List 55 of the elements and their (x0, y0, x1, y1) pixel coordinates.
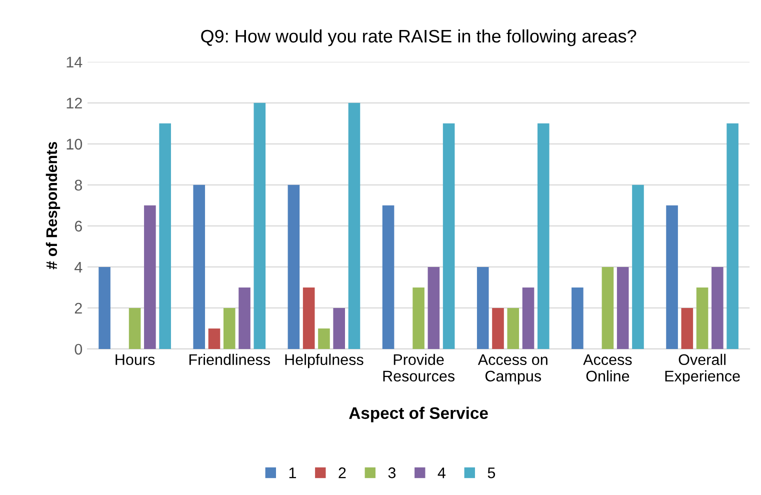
bar (632, 184, 644, 349)
bar (712, 266, 724, 349)
bar (288, 184, 300, 349)
bar (238, 287, 250, 349)
bar (492, 308, 504, 349)
bar (144, 205, 156, 349)
y-tick-label: 2 (74, 302, 82, 314)
y-tick-label: 10 (66, 138, 82, 150)
bar (602, 266, 614, 349)
bar (223, 308, 236, 349)
bar (128, 308, 141, 349)
y-tick-label: 6 (74, 220, 82, 232)
legend-label: 4 (438, 468, 446, 478)
bar (412, 287, 424, 349)
legend-label: 2 (338, 467, 346, 478)
bar (666, 205, 678, 349)
y-tick-label: 0 (74, 344, 82, 355)
x-tick-label: Access on Campus (478, 354, 548, 385)
legend-label: 3 (388, 467, 396, 478)
x-axis-title: Aspect of Service (349, 406, 488, 422)
y-tick-label: 12 (66, 98, 82, 108)
bar (428, 266, 440, 349)
bar (208, 328, 220, 349)
bar (98, 266, 110, 349)
y-tick-label: 14 (66, 56, 82, 68)
bar (159, 123, 171, 349)
x-tick-label: Helpfulness (285, 354, 364, 368)
bar (572, 287, 584, 349)
bar (616, 266, 629, 349)
legend-label: 1 (289, 468, 296, 478)
bar (726, 123, 738, 349)
bar (507, 308, 520, 349)
bar (476, 266, 489, 349)
bar (696, 287, 708, 349)
x-tick-label: Hours (116, 354, 155, 366)
bar (193, 184, 206, 349)
legend-label: 5 (488, 468, 496, 478)
x-tick-label: Access Online (583, 354, 632, 382)
y-tick-label: 4 (74, 262, 82, 272)
bar (681, 308, 694, 349)
bar (537, 123, 550, 349)
bar (318, 328, 330, 349)
x-tick-label: Overall Experience (665, 354, 740, 385)
bar (348, 102, 360, 349)
bar (522, 287, 534, 349)
y-tick-label: 8 (74, 180, 82, 191)
x-tick-label: Provide Resources (383, 354, 455, 382)
bar (333, 308, 346, 349)
y-axis-title: # of Respondents (46, 142, 60, 270)
bar (442, 123, 455, 349)
x-tick-label: Friendliness (189, 354, 270, 366)
bar (302, 287, 315, 349)
bar (254, 102, 266, 349)
chart-title: Q9: How would you rate RAISE in the following areas? (201, 29, 636, 46)
bar (382, 205, 394, 349)
